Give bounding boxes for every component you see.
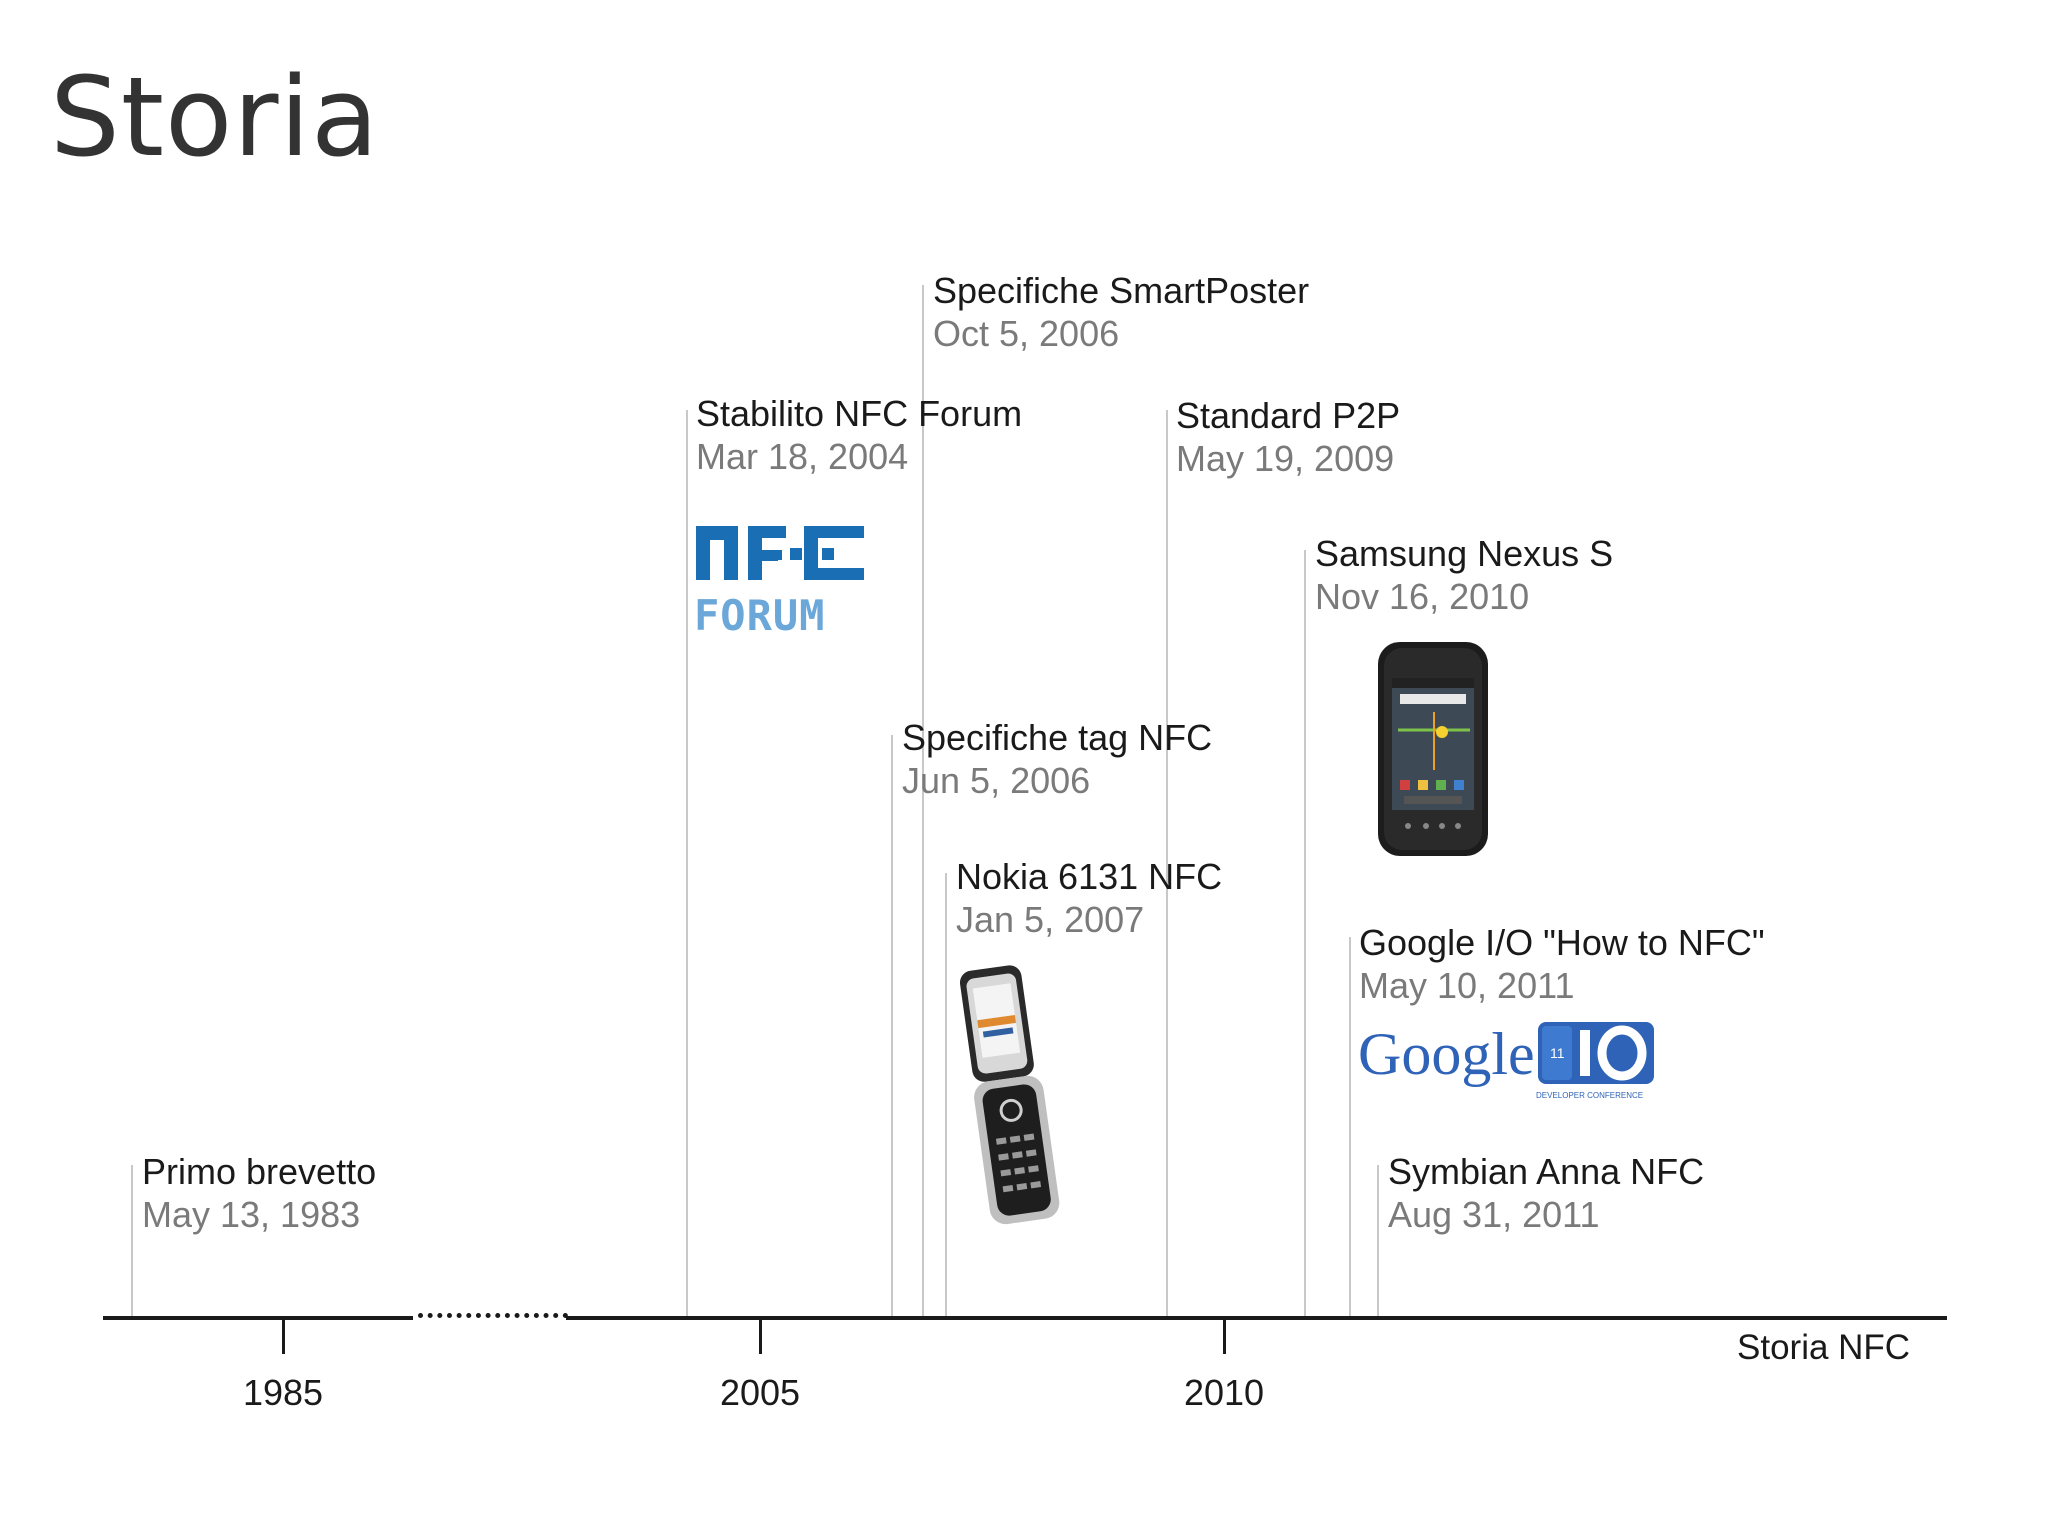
event-nexus-s: Samsung Nexus S Nov 16, 2010	[1315, 532, 1613, 618]
event-name: Samsung Nexus S	[1315, 533, 1614, 574]
event-name: Specifiche tag NFC	[902, 717, 1213, 758]
google-io-caption: DEVELOPER CONFERENCE	[1536, 1091, 1643, 1100]
google-io-logo: Google 11 DEVELOPER CONFERENCE	[1358, 1018, 1678, 1100]
nfc-forum-logo-text: FORUM	[694, 591, 825, 638]
timeline-axis-right	[566, 1316, 1947, 1320]
event-date: May 13, 1983	[142, 1194, 361, 1236]
event-nokia-6131: Nokia 6131 NFC Jan 5, 2007	[956, 855, 1222, 941]
event-name: Google I/O "How to NFC"	[1359, 922, 1765, 963]
event-date: Jun 5, 2006	[902, 760, 1091, 802]
event-line-nokia	[945, 873, 947, 1318]
timeline-axis-left	[103, 1316, 413, 1320]
nexus-s-phone-image	[1378, 642, 1488, 856]
event-name: Nokia 6131 NFC	[956, 856, 1223, 897]
axis-tick-2005	[759, 1318, 762, 1354]
timeline-axis-break	[418, 1313, 568, 1322]
event-date: Nov 16, 2010	[1315, 576, 1530, 618]
slide-title: Storia	[50, 53, 380, 181]
nokia-6131-phone-image	[959, 965, 1060, 1225]
event-line-primo-brevetto	[131, 1165, 133, 1318]
event-symbian-anna: Symbian Anna NFC Aug 31, 2011	[1388, 1150, 1704, 1236]
timeline-title: Storia NFC	[1737, 1328, 1911, 1367]
event-line-nexus-s	[1304, 550, 1306, 1318]
event-name: Standard P2P	[1176, 395, 1401, 436]
nfc-forum-logo: FORUM	[694, 526, 864, 638]
event-name: Specifiche SmartPoster	[933, 270, 1310, 311]
event-date: Aug 31, 2011	[1388, 1194, 1600, 1236]
axis-label-2005: 2005	[719, 1372, 801, 1413]
event-date: May 10, 2011	[1359, 965, 1575, 1007]
axis-tick-2010	[1223, 1318, 1226, 1354]
axis-label-1985: 1985	[242, 1372, 324, 1413]
event-name: Primo brevetto	[142, 1151, 377, 1192]
event-line-google-io	[1349, 937, 1351, 1318]
event-primo-brevetto: Primo brevetto May 13, 1983	[142, 1150, 376, 1236]
google-io-logo-google-text: Google	[1358, 1021, 1535, 1087]
event-name: Symbian Anna NFC	[1388, 1151, 1705, 1192]
event-smartposter: Specifiche SmartPoster Oct 5, 2006	[933, 269, 1309, 355]
event-date: Mar 18, 2004	[696, 436, 909, 478]
axis-tick-1985	[282, 1318, 285, 1354]
event-tag-nfc: Specifiche tag NFC Jun 5, 2006	[902, 716, 1212, 802]
event-date: Jan 5, 2007	[956, 899, 1145, 941]
axis-label-2010: 2010	[1183, 1372, 1265, 1413]
event-nfc-forum: Stabilito NFC Forum Mar 18, 2004	[696, 392, 1022, 478]
event-line-p2p	[1166, 410, 1168, 1318]
event-p2p: Standard P2P May 19, 2009	[1176, 394, 1400, 480]
event-line-smartposter	[922, 285, 924, 1318]
event-line-symbian	[1377, 1165, 1379, 1318]
event-date: May 19, 2009	[1176, 438, 1395, 480]
google-io-badge-number: 11	[1550, 1045, 1565, 1061]
event-google-io: Google I/O "How to NFC" May 10, 2011	[1359, 921, 1765, 1007]
event-name: Stabilito NFC Forum	[696, 393, 1023, 434]
event-date: Oct 5, 2006	[933, 313, 1120, 355]
event-line-nfc-forum	[686, 410, 688, 1318]
event-line-tag-nfc	[891, 735, 893, 1318]
